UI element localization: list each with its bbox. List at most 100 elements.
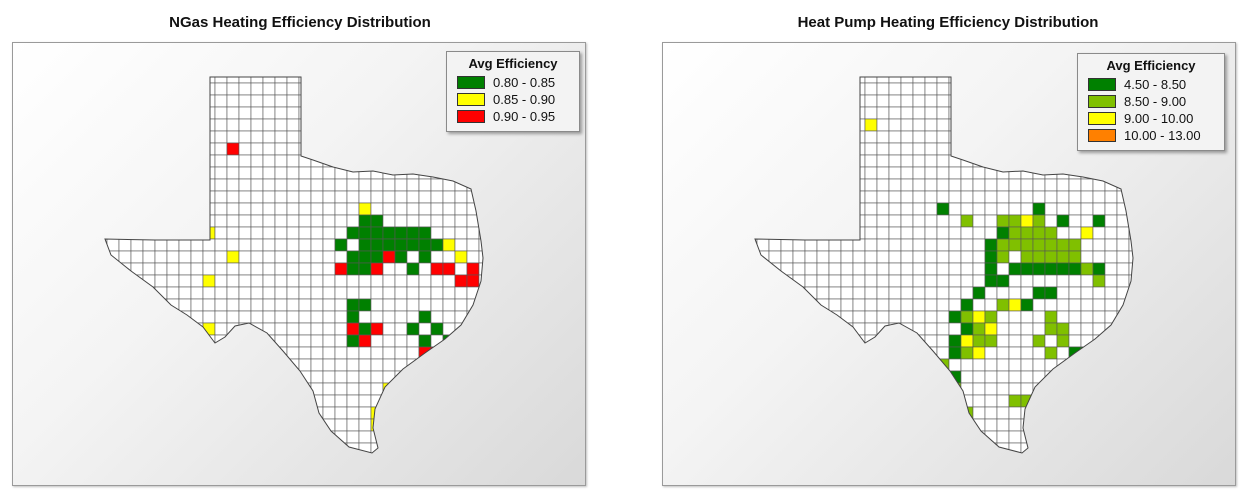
county [478, 262, 483, 276]
county [1056, 298, 1070, 312]
county [900, 154, 914, 168]
county [816, 190, 830, 204]
county [780, 370, 794, 384]
county [358, 310, 372, 324]
county-grid [83, 77, 483, 467]
county [286, 226, 300, 240]
county [948, 346, 962, 360]
county [202, 406, 216, 420]
county [382, 154, 396, 168]
county [1104, 214, 1118, 228]
county [130, 310, 144, 324]
county [924, 214, 938, 228]
county [190, 106, 204, 120]
county [948, 322, 962, 336]
county [1044, 418, 1058, 432]
county [214, 370, 228, 384]
county [227, 455, 239, 467]
county [1044, 394, 1058, 408]
legend-swatch-green [457, 76, 485, 89]
county [238, 238, 252, 252]
county [733, 71, 745, 83]
county [1008, 382, 1022, 396]
county [430, 226, 444, 240]
county [334, 130, 348, 144]
county [442, 418, 456, 432]
county [370, 106, 384, 120]
county [972, 226, 986, 240]
county [106, 94, 120, 108]
county [1080, 310, 1094, 324]
county [466, 142, 480, 156]
county [1104, 286, 1118, 300]
county [876, 370, 890, 384]
county [334, 346, 348, 360]
county [948, 154, 962, 168]
county [1128, 406, 1133, 420]
county [804, 346, 818, 360]
county [262, 250, 276, 264]
county [1068, 442, 1082, 453]
county [948, 178, 962, 192]
county [756, 106, 770, 120]
county [900, 106, 914, 120]
county [83, 359, 95, 371]
county [984, 238, 998, 252]
county [130, 406, 144, 420]
county [924, 130, 938, 144]
county [1020, 214, 1034, 228]
county [755, 310, 758, 324]
county [1032, 322, 1046, 336]
county [888, 166, 902, 180]
county [996, 322, 1010, 336]
county [996, 238, 1010, 252]
county [1092, 238, 1106, 252]
county [394, 322, 408, 336]
county [792, 286, 806, 300]
county [1116, 430, 1130, 444]
county [394, 82, 408, 96]
county [984, 370, 998, 384]
county [262, 418, 276, 432]
county [757, 455, 769, 467]
county [358, 346, 372, 360]
county [1020, 274, 1034, 288]
county [984, 190, 998, 204]
county [936, 214, 950, 228]
county [105, 334, 108, 348]
county [130, 262, 144, 276]
county [972, 382, 986, 396]
county [1008, 106, 1022, 120]
county [936, 298, 950, 312]
county [142, 238, 156, 252]
county [1008, 82, 1022, 96]
county [370, 406, 384, 420]
county [1020, 382, 1034, 396]
county [816, 382, 830, 396]
county [298, 346, 312, 360]
county [756, 418, 770, 432]
county [286, 394, 300, 408]
county [972, 442, 986, 453]
county [394, 118, 408, 132]
county [154, 118, 168, 132]
county [202, 382, 216, 396]
county [1116, 226, 1130, 240]
county [1128, 346, 1133, 360]
county [298, 166, 312, 180]
county [142, 202, 156, 216]
county [106, 406, 120, 420]
county [889, 455, 901, 467]
county [286, 130, 300, 144]
county [1008, 298, 1022, 312]
legend-swatch-lightgreen [1088, 95, 1116, 108]
county [816, 418, 830, 432]
county [154, 154, 168, 168]
county [924, 190, 938, 204]
county [262, 106, 276, 120]
county [984, 358, 998, 372]
county [780, 298, 794, 312]
county [334, 286, 348, 300]
county [454, 190, 468, 204]
county [105, 166, 108, 180]
